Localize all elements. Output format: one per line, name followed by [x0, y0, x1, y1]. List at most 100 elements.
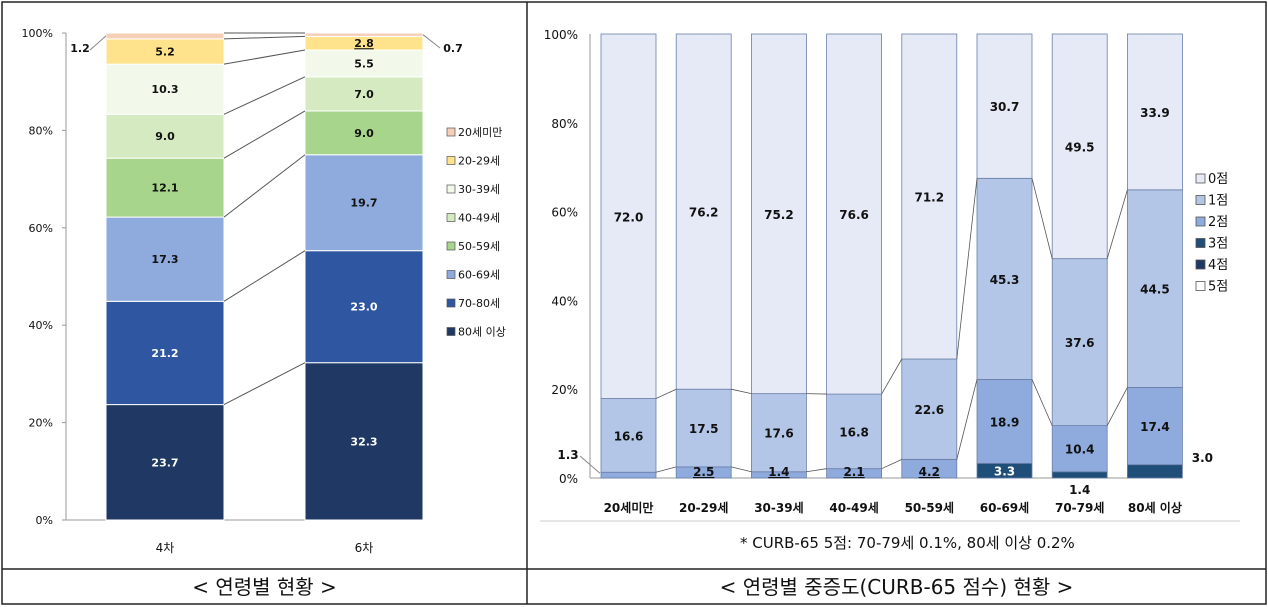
- data-label: 2.5: [693, 465, 714, 479]
- right-x-tick-label: 80세 이상: [1128, 500, 1182, 515]
- right-data-labels: 72.0 16.6 1.3 76.2 17.5 2.5 75.2 17.6 1.4 76.6 16.…: [557, 100, 1213, 497]
- data-label: 10.4: [1065, 443, 1095, 457]
- bar-segment: [1127, 464, 1183, 479]
- bar-segment: [976, 177, 1033, 380]
- right-y-tick-label: 0%: [559, 472, 578, 486]
- data-label: 4.2: [919, 465, 940, 479]
- bar-segment: [105, 404, 225, 521]
- data-label: 17.3: [151, 253, 178, 266]
- left-x-axis: 4차 6차: [156, 541, 374, 555]
- legend-swatch: [1195, 281, 1206, 291]
- bar-segment: [304, 32, 424, 37]
- connector-line: [223, 35, 306, 40]
- data-label: 2.8: [354, 37, 374, 50]
- legend-label: 5점: [1208, 280, 1228, 295]
- data-label: 2.1: [843, 465, 864, 479]
- connector-line: [655, 466, 677, 473]
- legend-label: 0점: [1208, 172, 1228, 187]
- connector-line: [731, 466, 752, 473]
- data-label: 37.6: [1065, 336, 1095, 350]
- data-label: 22.6: [914, 403, 944, 417]
- bar-segment: [1051, 471, 1108, 479]
- connector-line: [1031, 178, 1053, 259]
- bar-segment: [976, 33, 1033, 179]
- data-label: 5.2: [155, 46, 175, 59]
- data-label: 3.0: [1192, 451, 1213, 465]
- right-y-tick-label: 100%: [544, 28, 578, 42]
- bar-segment: [600, 398, 657, 473]
- bar-segment: [1127, 189, 1183, 388]
- bar-segment: [1051, 33, 1108, 260]
- legend-label: 80세 이상: [458, 326, 506, 339]
- legend-swatch: [446, 184, 456, 194]
- bar-segment: [105, 157, 225, 218]
- connector-line: [223, 76, 306, 115]
- connector-line: [881, 458, 902, 470]
- right-y-tick-label: 20%: [551, 383, 578, 397]
- left-y-tick-label: 40%: [29, 319, 53, 332]
- legend-swatch: [1195, 259, 1206, 270]
- bar-segment: [901, 33, 958, 360]
- left-y-tick-label: 100%: [22, 27, 53, 40]
- bar-segment: [105, 113, 225, 159]
- data-label: 19.7: [350, 197, 377, 210]
- data-label: 9.0: [354, 127, 374, 140]
- label-leader: [422, 34, 441, 49]
- connector-line: [806, 468, 827, 473]
- data-label: 76.6: [839, 208, 869, 222]
- legend-label: 1점: [1208, 194, 1228, 209]
- bar-segment: [751, 33, 807, 395]
- data-label: 72.0: [614, 210, 644, 224]
- connector-line: [881, 358, 903, 395]
- data-label: 9.0: [155, 130, 175, 143]
- bar-segment: [304, 362, 424, 521]
- left-y-tick-label: 80%: [29, 124, 53, 137]
- left-bars: [105, 32, 424, 521]
- right-connector-lines: [655, 178, 1128, 473]
- bar-segment: [1127, 387, 1183, 466]
- connector-line: [223, 362, 306, 406]
- connector-line: [655, 388, 677, 399]
- bar-segment: [600, 471, 657, 479]
- right-x-tick-label: 60-69세: [980, 500, 1029, 515]
- legend-swatch: [1195, 238, 1206, 248]
- data-label: 71.2: [914, 191, 944, 205]
- connector-line: [223, 49, 306, 65]
- bar-segment: [1127, 33, 1183, 191]
- data-label: 16.8: [839, 425, 869, 439]
- data-label: 0.7: [443, 42, 463, 55]
- data-label: 1.2: [70, 42, 90, 55]
- right-x-tick-label: 20세미만: [604, 500, 654, 515]
- left-data-labels: 1.2 5.2 10.3 9.0 12.1 17.3 21.2 23.7 0.7 2.8 5.5 7.…: [70, 34, 463, 469]
- age-distribution-chart: 0% 20% 40% 60% 80% 100% 1.2 5.2 10.3 9.0 12.1 17.3…: [22, 27, 506, 555]
- right-x-tick-label: 20-29세: [679, 500, 728, 515]
- right-caption: < 연령별 중증도(CURB-65 점수) 현황 >: [719, 575, 1074, 599]
- connector-line: [223, 250, 306, 302]
- data-label: 7.0: [354, 88, 374, 101]
- right-bars: [600, 33, 1183, 479]
- data-label: 1.3: [557, 448, 578, 462]
- data-label: 1.4: [1069, 483, 1090, 497]
- bar-segment: [105, 32, 225, 40]
- data-label: 44.5: [1140, 283, 1170, 297]
- data-label: 16.6: [614, 429, 644, 443]
- label-leader: [89, 35, 107, 51]
- left-caption: < 연령별 현황 >: [192, 575, 337, 599]
- bar-segment: [1051, 425, 1108, 473]
- legend-swatch: [446, 156, 456, 165]
- legend-label: 70-80세: [458, 297, 500, 310]
- data-label: 32.3: [350, 435, 377, 448]
- legend-label: 30-39세: [458, 183, 500, 196]
- legend-swatch: [1195, 173, 1206, 184]
- bar-segment: [901, 358, 958, 460]
- right-x-tick-label: 70-79세: [1055, 500, 1104, 515]
- legend-swatch: [446, 327, 456, 336]
- data-label: 5.5: [354, 57, 374, 70]
- bar-segment: [105, 300, 225, 406]
- left-y-tick-label: 20%: [29, 417, 53, 430]
- data-label: 21.2: [151, 347, 178, 360]
- bar-segment: [976, 379, 1033, 464]
- legend-swatch: [1195, 216, 1206, 227]
- data-label: 17.6: [764, 427, 794, 441]
